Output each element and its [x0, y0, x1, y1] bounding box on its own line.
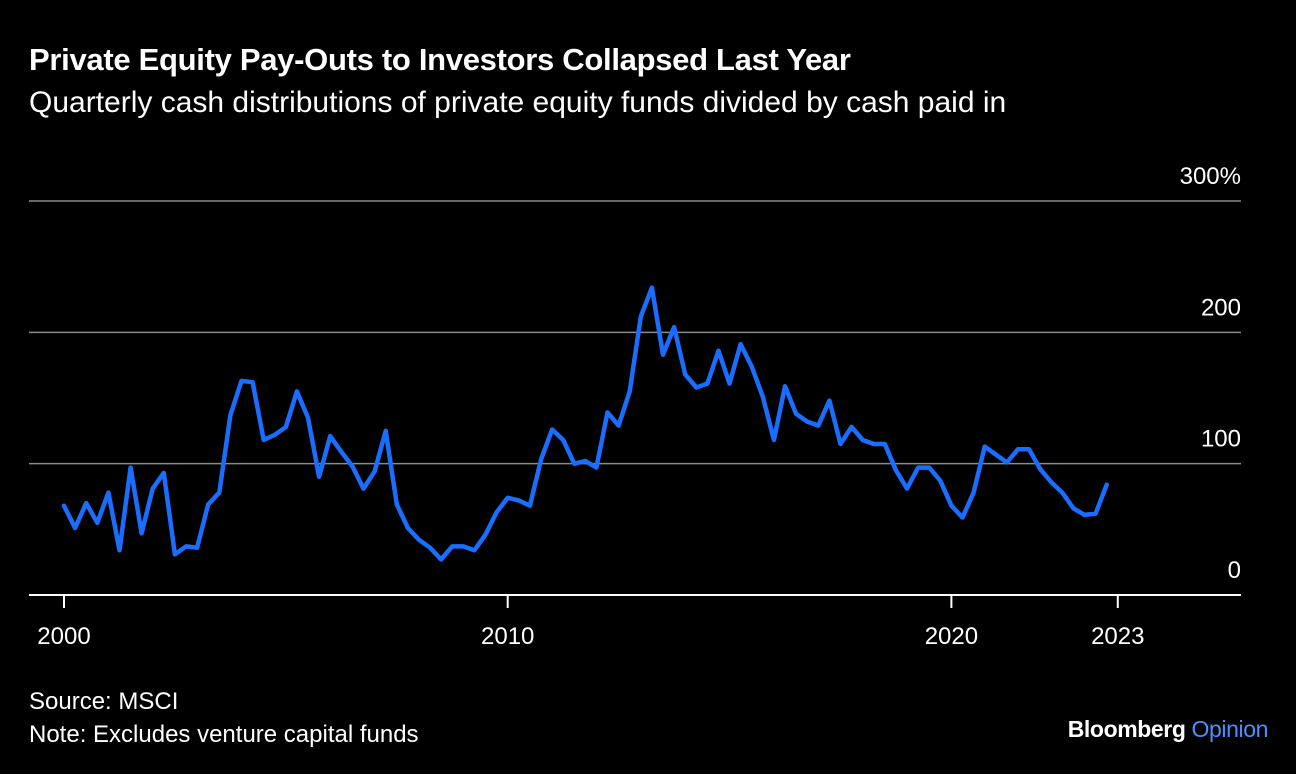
chart-subtitle: Quarterly cash distributions of private …	[29, 86, 1007, 119]
x-tick-label: 2020	[925, 623, 978, 650]
x-tick-label: 2000	[37, 623, 90, 650]
x-tick-label: 2023	[1091, 623, 1144, 650]
footnote: Note: Excludes venture capital funds	[29, 721, 419, 748]
chart-title: Private Equity Pay-Outs to Investors Col…	[29, 42, 851, 77]
series-layer	[61, 285, 1109, 562]
x-axis	[29, 594, 1241, 608]
y-axis-labels: 0 100 200 300%	[1180, 163, 1241, 584]
gridlines	[29, 200, 1241, 465]
source-note: Source: MSCI	[29, 688, 179, 715]
y-tick-label: 200	[1201, 294, 1241, 321]
series-line	[61, 285, 1109, 562]
x-tick-label: 2010	[481, 623, 534, 650]
y-tick-label: 300%	[1180, 163, 1241, 190]
brand-sub: Opinion	[1191, 716, 1269, 742]
x-axis-labels: 2000 2010 2020 2023	[37, 623, 1144, 650]
y-tick-label: 0	[1228, 557, 1241, 584]
y-tick-label: 100	[1201, 426, 1241, 453]
brand-name: Bloomberg	[1067, 716, 1186, 742]
brand-logo: Bloomberg Opinion	[1067, 716, 1269, 743]
